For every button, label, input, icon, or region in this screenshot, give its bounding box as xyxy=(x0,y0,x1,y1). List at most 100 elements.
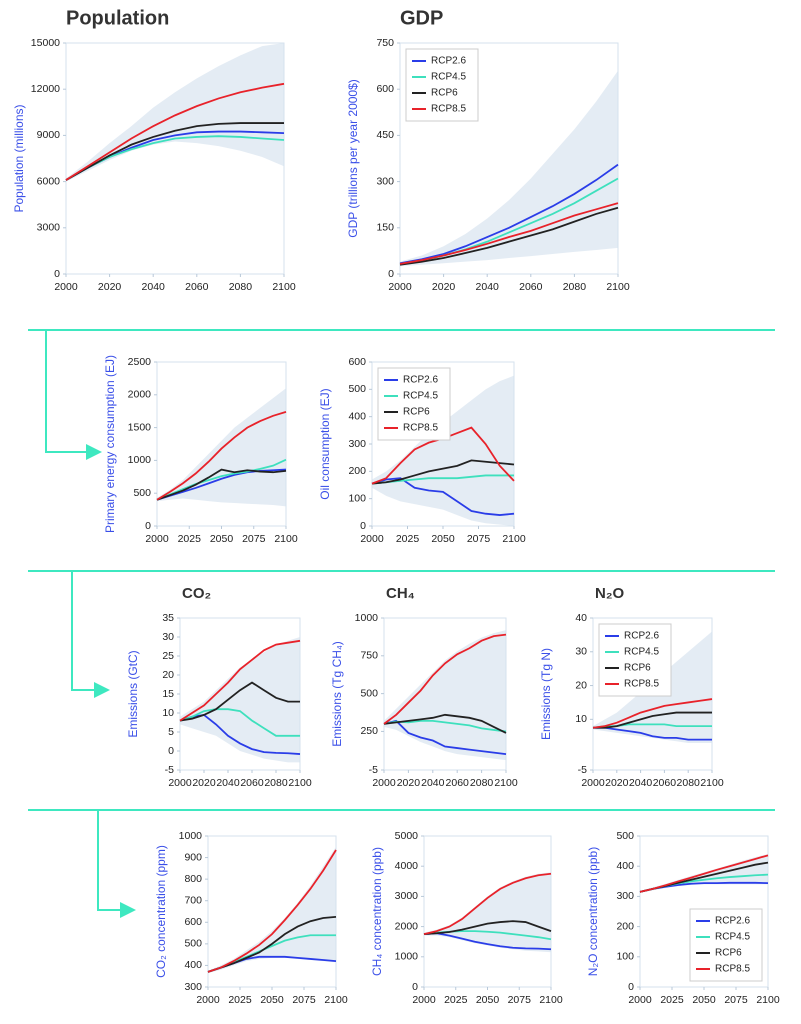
chart-title: GDP xyxy=(400,7,443,29)
plot: -5 0 5 10 15 20 25 30 35 2000 2020 2040 2060 2080 2100… xyxy=(126,585,312,789)
series-line xyxy=(399,163,619,265)
y-axis-label: CO₂ concentration (ppm) xyxy=(154,845,168,978)
uncertainty-band xyxy=(384,630,506,761)
y-tick-label: 3000 xyxy=(395,890,419,902)
plot: -5 250 500 750 1000 2000 2020 2040 2060 2080 2100 E… xyxy=(330,585,518,789)
flow-arrow xyxy=(45,330,88,453)
y-tick-label: 3000 xyxy=(37,222,61,234)
x-tick-label: 2000 xyxy=(168,777,192,789)
legend-label: RCP4.5 xyxy=(431,72,466,83)
x-tick-label: 2050 xyxy=(476,994,500,1006)
y-tick-label: 750 xyxy=(376,37,394,49)
y-tick-label: 700 xyxy=(184,894,202,906)
x-tick-label: 2000 xyxy=(412,994,436,1006)
series-line xyxy=(156,410,287,501)
legend-label: RCP2.6 xyxy=(624,631,659,642)
y-axis-label: GDP (trillions per year 2000$) xyxy=(346,79,360,238)
series-line xyxy=(65,82,285,181)
series-line xyxy=(371,477,515,516)
series-line xyxy=(207,849,337,973)
x-tick-label: 2080 xyxy=(229,281,253,293)
legend-label: RCP2.6 xyxy=(403,375,438,386)
plot: 0 1000 2000 3000 4000 5000 2000 2025 2050 2075 210… xyxy=(370,830,563,1006)
flow-arrow xyxy=(97,810,122,911)
x-tick-label: 2080 xyxy=(264,777,288,789)
series-line xyxy=(399,206,619,266)
x-tick-label: 2000 xyxy=(628,994,652,1006)
y-axis-label: Primary energy consumption (EJ) xyxy=(103,355,117,533)
y-tick-label: 100 xyxy=(616,951,634,963)
x-tick-label: 2075 xyxy=(292,994,316,1006)
y-tick-label: 35 xyxy=(162,612,174,624)
series-line xyxy=(423,920,552,936)
x-tick-label: 2100 xyxy=(539,994,563,1006)
legend-label: RCP2.6 xyxy=(431,56,466,67)
y-tick-label: 300 xyxy=(348,438,366,450)
x-tick-label: 2025 xyxy=(178,533,202,545)
x-tick-label: 2075 xyxy=(467,533,491,545)
x-tick-label: 2100 xyxy=(274,533,298,545)
y-tick-label: 800 xyxy=(184,873,202,885)
plot-frame xyxy=(65,42,285,275)
legend-label: RCP4.5 xyxy=(715,932,750,943)
y-tick-label: 300 xyxy=(376,175,394,187)
y-tick-label: 1000 xyxy=(355,612,379,624)
y-tick-label: 300 xyxy=(184,981,202,993)
x-tick-label: 2100 xyxy=(494,777,518,789)
plot: 0 100 200 300 400 500 2000 2025 2050 2075 2100 N₂O … xyxy=(586,830,780,1006)
series-line xyxy=(156,468,287,501)
y-axis-label: Population (millions) xyxy=(12,104,26,212)
plot: 300 400 500 600 700 800 900 1000 2000 2025 2050 207… xyxy=(154,830,348,1006)
y-tick-label: 400 xyxy=(616,860,634,872)
series-line xyxy=(593,726,712,741)
series-line xyxy=(179,708,300,737)
x-tick-label: 2075 xyxy=(724,994,748,1006)
x-tick-label: 2060 xyxy=(185,281,209,293)
y-tick-label: 12000 xyxy=(31,83,60,95)
series-line xyxy=(383,633,507,725)
x-tick-label: 2040 xyxy=(421,777,445,789)
legend-label: RCP4.5 xyxy=(403,391,438,402)
legend-label: RCP6 xyxy=(403,407,430,418)
x-tick-label: 2050 xyxy=(260,994,284,1006)
x-tick-label: 2020 xyxy=(432,281,456,293)
x-tick-label: 2025 xyxy=(396,533,420,545)
arrow-head xyxy=(120,902,136,918)
arrow-head xyxy=(94,682,110,698)
y-axis-label: Emissions (Tg CH₄) xyxy=(330,641,344,747)
x-tick-label: 2025 xyxy=(660,994,684,1006)
x-tick-label: 2060 xyxy=(653,777,677,789)
y-tick-label: 2000 xyxy=(128,389,152,401)
y-tick-label: 600 xyxy=(348,356,366,368)
x-tick-label: 2050 xyxy=(210,533,234,545)
x-tick-label: 2040 xyxy=(142,281,166,293)
series-line xyxy=(423,872,552,936)
series-line xyxy=(423,932,552,951)
y-tick-label: 900 xyxy=(184,851,202,863)
y-tick-label: 1000 xyxy=(179,830,203,842)
flow-arrow xyxy=(71,571,96,691)
x-tick-label: 2020 xyxy=(98,281,122,293)
legend-label: RCP6 xyxy=(431,88,458,99)
chart-title: CO₂ xyxy=(182,585,211,602)
y-axis-label: N₂O concentration (ppb) xyxy=(586,847,600,976)
y-tick-label: 5000 xyxy=(395,830,419,842)
x-tick-label: 2040 xyxy=(476,281,500,293)
y-tick-label: 0 xyxy=(412,981,418,993)
y-tick-label: -5 xyxy=(165,764,174,776)
chart-title: N₂O xyxy=(595,585,624,602)
y-tick-label: 10 xyxy=(575,713,587,725)
x-tick-label: 2060 xyxy=(519,281,543,293)
y-tick-label: 1000 xyxy=(395,951,419,963)
plot: -5 10 20 30 40 2000 2020 2040 2060 2080 2100 Emissi… xyxy=(539,585,724,789)
y-tick-label: 600 xyxy=(376,83,394,95)
y-tick-label: 500 xyxy=(184,938,202,950)
legend-label: RCP8.5 xyxy=(431,104,466,115)
legend-label: RCP6 xyxy=(624,663,651,674)
x-tick-label: 2080 xyxy=(677,777,701,789)
y-tick-label: 150 xyxy=(376,222,394,234)
y-tick-label: 200 xyxy=(616,920,634,932)
uncertainty-band xyxy=(208,846,336,973)
y-tick-label: 450 xyxy=(376,129,394,141)
